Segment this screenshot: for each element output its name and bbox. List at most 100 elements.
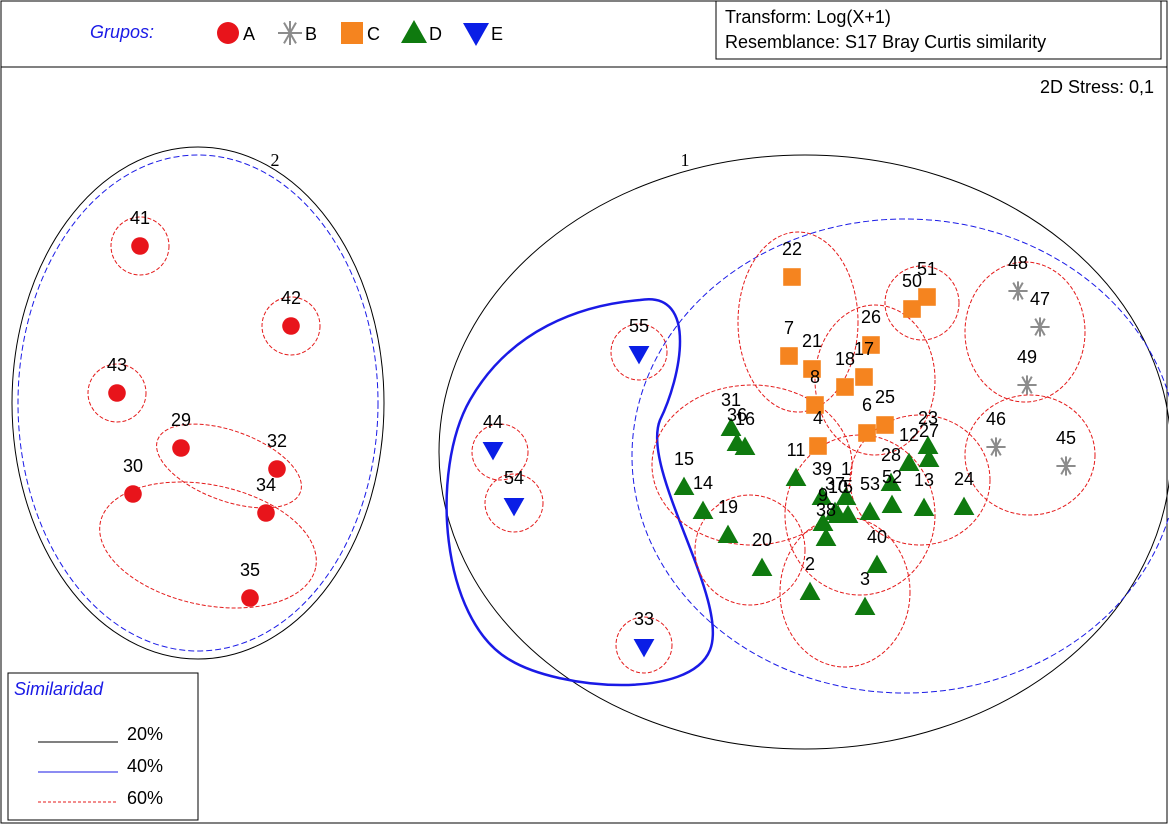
contour-40 bbox=[17, 154, 379, 652]
point-label: 51 bbox=[917, 259, 937, 279]
point bbox=[803, 360, 821, 378]
point-label: 29 bbox=[171, 410, 191, 430]
contour-60 bbox=[814, 304, 936, 456]
point bbox=[862, 336, 880, 354]
point bbox=[717, 524, 739, 543]
point bbox=[1030, 317, 1050, 337]
point-label: 24 bbox=[954, 469, 974, 489]
point-label: 44 bbox=[483, 412, 503, 432]
point-label: 27 bbox=[919, 421, 939, 441]
point bbox=[918, 288, 936, 306]
point-label: 50 bbox=[902, 271, 922, 291]
point-label: 10 bbox=[828, 477, 848, 497]
point bbox=[815, 527, 837, 546]
point bbox=[903, 300, 921, 318]
point-label: 13 bbox=[914, 470, 934, 490]
point-label: 35 bbox=[240, 560, 260, 580]
legend-label: 40% bbox=[127, 756, 163, 776]
contour-60 bbox=[87, 363, 147, 423]
point bbox=[859, 501, 881, 520]
point bbox=[282, 317, 300, 335]
point-label: 49 bbox=[1017, 347, 1037, 367]
point bbox=[172, 439, 190, 457]
point-label: 3 bbox=[860, 569, 870, 589]
point bbox=[836, 378, 854, 396]
point-label: 5 bbox=[843, 477, 853, 497]
contour-40 bbox=[445, 298, 715, 687]
point-label: 54 bbox=[504, 468, 524, 488]
point-label: 19 bbox=[718, 497, 738, 517]
point-label: 14 bbox=[693, 473, 713, 493]
point bbox=[812, 512, 834, 531]
contour-60 bbox=[156, 423, 302, 509]
legend-label: B bbox=[305, 24, 317, 44]
legend-label: A bbox=[243, 24, 255, 44]
legend-marker bbox=[463, 23, 489, 46]
point bbox=[811, 486, 833, 505]
contour-60 bbox=[849, 414, 991, 546]
contour-20 bbox=[11, 146, 385, 660]
point bbox=[783, 268, 801, 286]
point-label: 12 bbox=[899, 425, 919, 445]
point bbox=[835, 486, 857, 505]
point-label: 34 bbox=[256, 475, 276, 495]
point bbox=[806, 396, 824, 414]
point-label: 43 bbox=[107, 355, 127, 375]
contour-60 bbox=[964, 261, 1086, 403]
point bbox=[1008, 281, 1028, 301]
point bbox=[953, 496, 975, 515]
legend-label: 60% bbox=[127, 788, 163, 808]
point bbox=[1017, 375, 1037, 395]
transform: Transform: Log(X+1) bbox=[725, 7, 891, 27]
point-label: 40 bbox=[867, 527, 887, 547]
point-label: 16 bbox=[735, 409, 755, 429]
contour-60 bbox=[261, 296, 321, 356]
point-label: 45 bbox=[1056, 428, 1076, 448]
contour-60 bbox=[99, 481, 317, 609]
groups-title: Grupos: bbox=[90, 22, 154, 42]
point bbox=[785, 467, 807, 486]
legend-label: 20% bbox=[127, 724, 163, 744]
point-label: 52 bbox=[882, 467, 902, 487]
point bbox=[257, 504, 275, 522]
contour-60 bbox=[110, 216, 170, 276]
point-label: 18 bbox=[835, 349, 855, 369]
point-label: 23 bbox=[918, 408, 938, 428]
transform-box bbox=[715, 0, 1162, 60]
point bbox=[124, 485, 142, 503]
point-label: 9 bbox=[818, 485, 828, 505]
point-label: 22 bbox=[782, 239, 802, 259]
point bbox=[734, 436, 756, 455]
point bbox=[881, 494, 903, 513]
legend-label: D bbox=[429, 24, 442, 44]
point-label: 31 bbox=[721, 390, 741, 410]
contour-60 bbox=[651, 384, 853, 546]
point-label: 25 bbox=[875, 387, 895, 407]
point-label: 46 bbox=[986, 409, 1006, 429]
point bbox=[827, 504, 849, 523]
contour-40 bbox=[631, 218, 1169, 694]
cluster-label: 2 bbox=[271, 150, 280, 170]
contour-60 bbox=[737, 231, 859, 413]
contour-60 bbox=[471, 423, 529, 481]
point bbox=[720, 417, 742, 436]
point bbox=[482, 442, 504, 461]
point bbox=[809, 437, 827, 455]
contour-60 bbox=[615, 616, 673, 674]
contour-60 bbox=[884, 265, 960, 341]
point-label: 47 bbox=[1030, 289, 1050, 309]
point-label: 17 bbox=[854, 339, 874, 359]
point bbox=[913, 497, 935, 516]
contour-60 bbox=[610, 323, 668, 381]
point-label: 6 bbox=[862, 395, 872, 415]
contour-60 bbox=[964, 394, 1096, 516]
resemblance: Resemblance: S17 Bray Curtis similarity bbox=[725, 32, 1046, 52]
point bbox=[898, 452, 920, 471]
contour-60 bbox=[484, 473, 544, 533]
point bbox=[268, 460, 286, 478]
point-label: 32 bbox=[267, 431, 287, 451]
point bbox=[866, 554, 888, 573]
point bbox=[633, 639, 655, 658]
point-label: 21 bbox=[802, 331, 822, 351]
